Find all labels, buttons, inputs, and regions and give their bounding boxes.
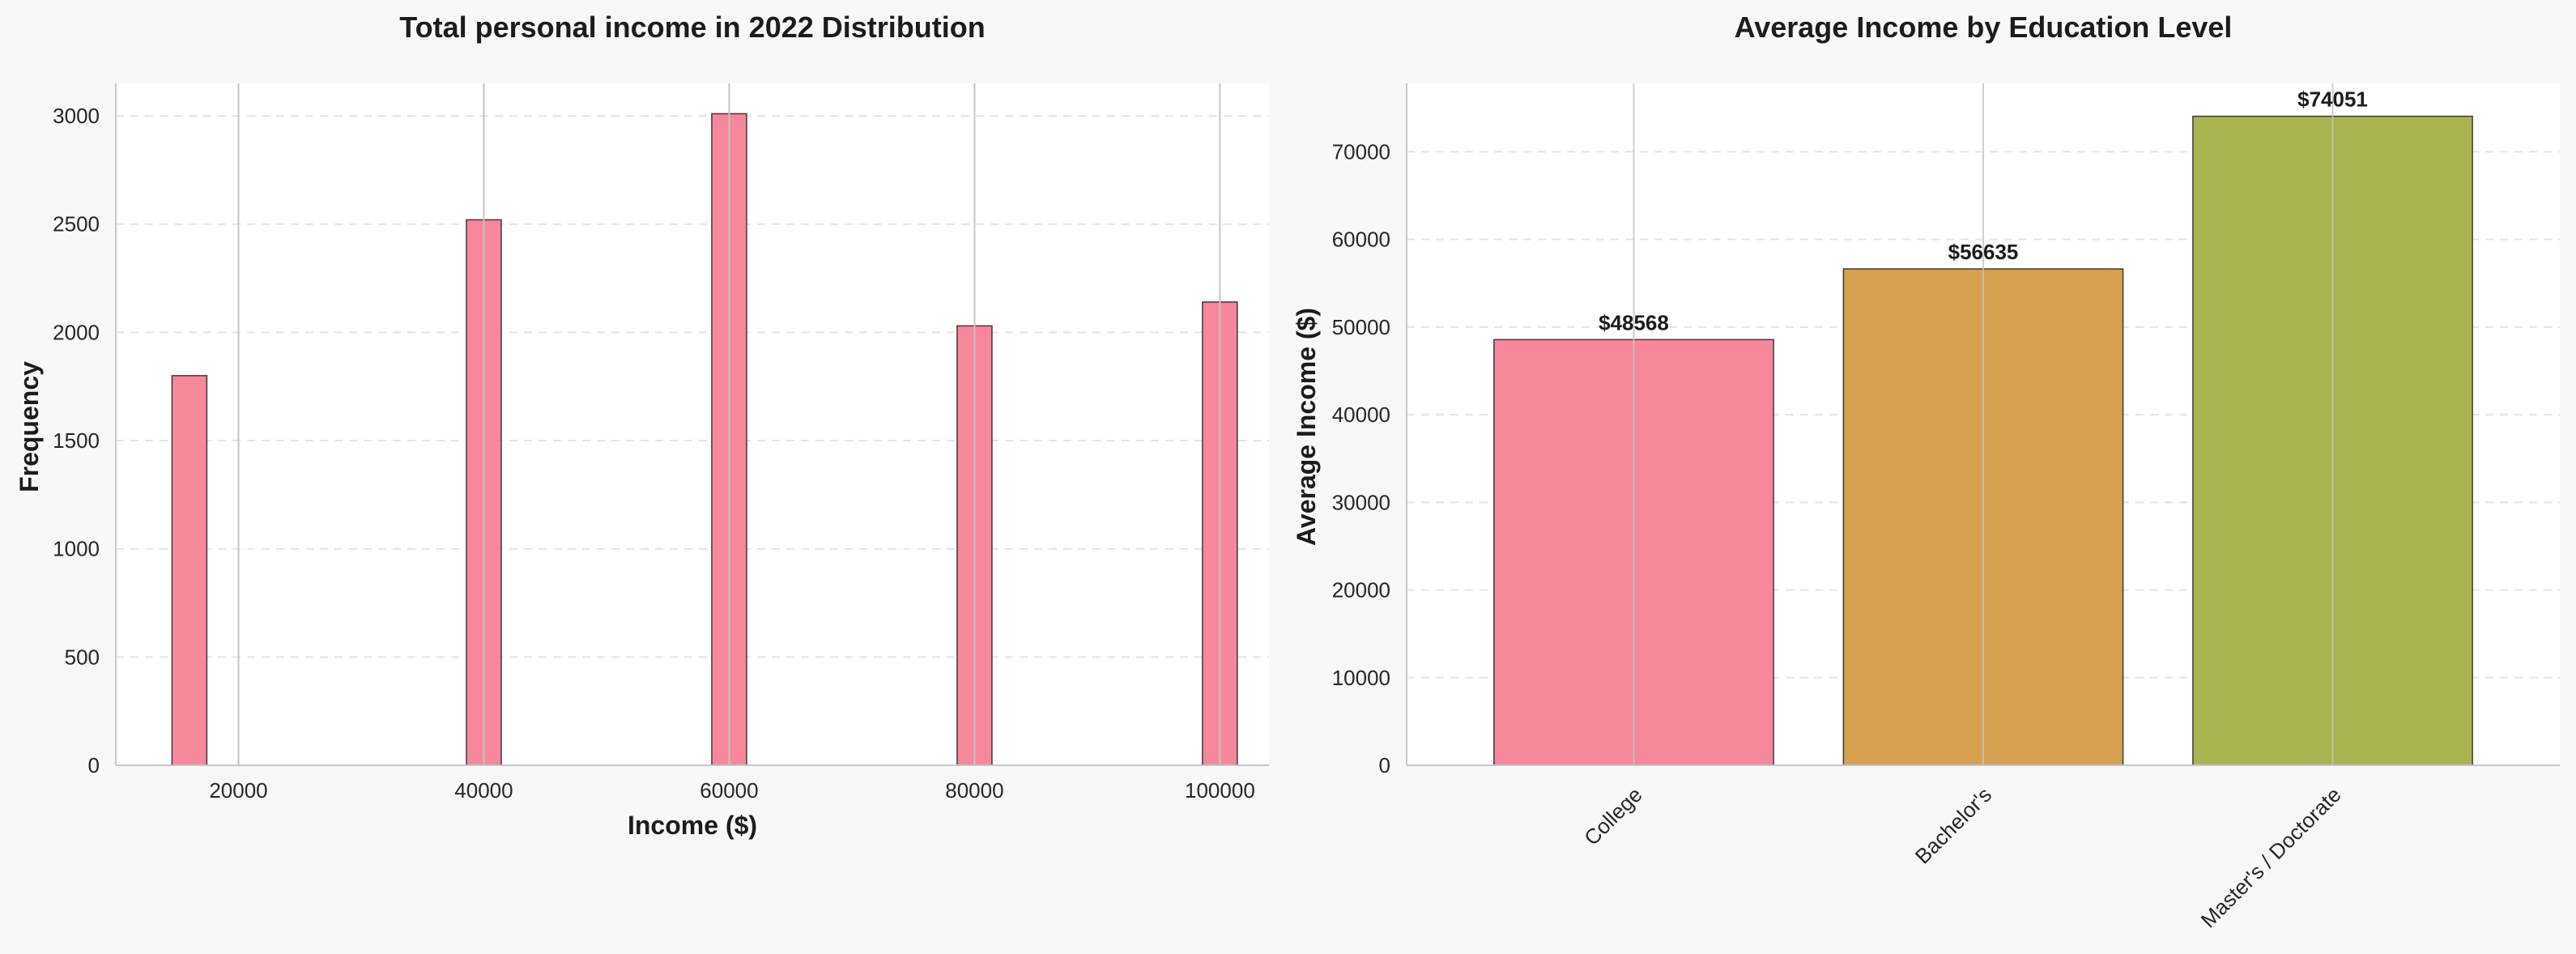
histogram-plot-area: [116, 83, 1269, 765]
x-tick-label: 20000: [209, 778, 267, 803]
y-tick-label: 0: [88, 753, 100, 777]
data-label: $48568: [1599, 310, 1669, 334]
y-tick-label: 20000: [1332, 578, 1390, 603]
histogram-x-label: Income ($): [628, 811, 757, 840]
y-tick-label: 500: [65, 645, 100, 669]
y-tick-label: 60000: [1332, 228, 1390, 252]
education-y-ticks: 0 10000 20000 30000 40000 50000 60000 70000: [1332, 139, 1390, 777]
data-label: $56635: [1948, 240, 2019, 264]
x-tick-label: Master's / Doctorate: [2196, 782, 2346, 932]
data-label: $74051: [2297, 87, 2368, 112]
education-y-label: Average Income ($): [1292, 308, 1321, 546]
education-x-ticks: College Bachelor's Master's / Doctorate: [1579, 782, 2346, 932]
y-tick-label: 40000: [1332, 402, 1390, 427]
x-tick-label: 100000: [1185, 778, 1255, 803]
x-tick-label: Bachelor's: [1910, 782, 1996, 868]
y-tick-label: 0: [1379, 753, 1390, 777]
histogram-bar: [171, 375, 208, 766]
y-tick-label: 10000: [1332, 666, 1390, 690]
histogram-title: Total personal income in 2022 Distributi…: [399, 11, 985, 44]
x-tick-label: 40000: [454, 778, 513, 803]
x-tick-label: College: [1579, 782, 1647, 850]
y-tick-label: 2500: [53, 212, 100, 236]
y-tick-label: 50000: [1332, 315, 1390, 339]
education-data-labels: $48568 $56635 $74051: [1599, 87, 2368, 335]
histogram-y-label: Frequency: [15, 361, 44, 492]
education-vertical-gridlines: [1633, 83, 2334, 765]
y-tick-label: 1000: [53, 537, 100, 561]
histogram-y-ticks: 0 500 1000 1500 2000 2500 3000: [53, 104, 100, 777]
y-tick-label: 1500: [53, 428, 100, 453]
y-tick-label: 70000: [1332, 139, 1390, 164]
histogram-chart: 0 500 1000 1500 2000 2500 3000 20000 40000 60000…: [15, 11, 1269, 840]
x-tick-label: 80000: [945, 778, 1003, 803]
y-tick-label: 3000: [53, 104, 100, 128]
education-bar-chart: 0 10000 20000 30000 40000 50000 60000 70000 Col…: [1292, 11, 2560, 932]
histogram-vertical-gridlines: [237, 83, 1221, 765]
histogram-gridlines: [116, 115, 1269, 658]
x-tick-label: 60000: [700, 778, 758, 803]
y-tick-label: 30000: [1332, 490, 1390, 514]
education-title: Average Income by Education Level: [1735, 11, 2233, 44]
histogram-x-ticks: 20000 40000 60000 80000 100000: [209, 778, 1254, 803]
y-tick-label: 2000: [53, 320, 100, 344]
